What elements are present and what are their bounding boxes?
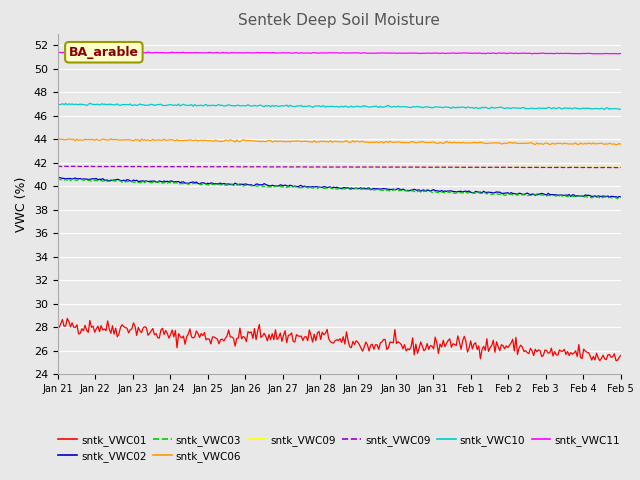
sntk_VWC09 — [612, 164, 620, 170]
sntk_VWC11 — [54, 50, 61, 56]
sntk_VWC09 — [595, 165, 602, 170]
sntk_VWC01 — [612, 358, 620, 363]
sntk_VWC10 — [315, 103, 323, 108]
sntk_VWC09 — [356, 164, 364, 170]
sntk_VWC10 — [205, 102, 213, 108]
sntk_VWC03 — [205, 182, 213, 188]
sntk_VWC06 — [54, 137, 61, 143]
sntk_VWC03 — [614, 196, 621, 202]
Line: sntk_VWC03: sntk_VWC03 — [58, 179, 621, 199]
sntk_VWC10 — [612, 106, 620, 111]
sntk_VWC03 — [356, 187, 364, 192]
sntk_VWC10 — [617, 106, 625, 112]
sntk_VWC09 — [596, 165, 604, 170]
sntk_VWC09 — [314, 165, 321, 170]
sntk_VWC03 — [315, 184, 323, 190]
sntk_VWC09 — [388, 164, 396, 170]
sntk_VWC11 — [617, 51, 625, 57]
sntk_VWC09 — [79, 164, 87, 169]
sntk_VWC09 — [617, 165, 625, 170]
sntk_VWC02 — [611, 194, 618, 200]
sntk_VWC11 — [614, 51, 621, 57]
sntk_VWC01 — [315, 328, 323, 334]
Legend: sntk_VWC01, sntk_VWC02, sntk_VWC03, sntk_VWC06, sntk_VWC09, sntk_VWC09, sntk_VWC: sntk_VWC01, sntk_VWC02, sntk_VWC03, sntk… — [54, 431, 624, 466]
sntk_VWC06 — [315, 139, 323, 145]
Y-axis label: VWC (%): VWC (%) — [15, 176, 28, 232]
sntk_VWC02 — [614, 194, 621, 200]
sntk_VWC03 — [54, 177, 61, 182]
sntk_VWC09 — [54, 164, 61, 169]
sntk_VWC02 — [54, 175, 61, 181]
Line: sntk_VWC09: sntk_VWC09 — [58, 167, 621, 168]
sntk_VWC02 — [356, 186, 364, 192]
sntk_VWC06 — [596, 140, 604, 146]
sntk_VWC09 — [315, 164, 323, 170]
Line: sntk_VWC01: sntk_VWC01 — [58, 318, 621, 360]
sntk_VWC10 — [86, 100, 93, 106]
sntk_VWC03 — [617, 194, 625, 200]
sntk_VWC11 — [356, 50, 364, 56]
sntk_VWC06 — [612, 142, 620, 147]
Line: sntk_VWC11: sntk_VWC11 — [58, 52, 621, 54]
sntk_VWC01 — [356, 342, 364, 348]
sntk_VWC06 — [546, 142, 554, 147]
sntk_VWC03 — [595, 194, 602, 200]
sntk_VWC09 — [617, 164, 625, 170]
sntk_VWC09 — [354, 165, 362, 170]
sntk_VWC01 — [596, 358, 604, 363]
sntk_VWC06 — [205, 138, 213, 144]
sntk_VWC01 — [595, 355, 602, 361]
Text: BA_arable: BA_arable — [69, 46, 139, 59]
sntk_VWC01 — [617, 352, 625, 358]
sntk_VWC09 — [401, 164, 408, 170]
Line: sntk_VWC10: sntk_VWC10 — [58, 103, 621, 109]
sntk_VWC01 — [205, 336, 213, 342]
sntk_VWC06 — [107, 136, 115, 142]
Line: sntk_VWC06: sntk_VWC06 — [58, 139, 621, 144]
sntk_VWC09 — [611, 165, 618, 170]
sntk_VWC01 — [54, 323, 61, 328]
sntk_VWC09 — [54, 165, 61, 170]
Line: sntk_VWC02: sntk_VWC02 — [58, 178, 621, 197]
sntk_VWC01 — [388, 339, 396, 345]
sntk_VWC10 — [388, 104, 396, 110]
sntk_VWC10 — [601, 107, 609, 112]
sntk_VWC11 — [611, 51, 618, 57]
sntk_VWC02 — [595, 193, 602, 199]
sntk_VWC03 — [388, 187, 396, 193]
sntk_VWC09 — [204, 165, 211, 170]
sntk_VWC02 — [315, 184, 323, 190]
sntk_VWC09 — [388, 164, 396, 170]
sntk_VWC11 — [595, 51, 602, 57]
sntk_VWC02 — [388, 187, 396, 192]
sntk_VWC06 — [388, 139, 396, 145]
sntk_VWC09 — [362, 165, 370, 170]
sntk_VWC01 — [63, 315, 71, 321]
Title: Sentek Deep Soil Moisture: Sentek Deep Soil Moisture — [238, 13, 440, 28]
sntk_VWC02 — [205, 181, 213, 187]
sntk_VWC09 — [615, 165, 623, 170]
sntk_VWC11 — [315, 50, 323, 56]
sntk_VWC03 — [65, 176, 73, 182]
sntk_VWC03 — [611, 194, 618, 200]
sntk_VWC06 — [356, 139, 364, 145]
sntk_VWC10 — [54, 101, 61, 107]
sntk_VWC11 — [205, 49, 213, 55]
sntk_VWC02 — [617, 194, 625, 200]
sntk_VWC10 — [356, 104, 364, 109]
sntk_VWC10 — [595, 106, 602, 112]
sntk_VWC11 — [388, 50, 396, 56]
sntk_VWC11 — [88, 49, 95, 55]
sntk_VWC06 — [617, 142, 625, 147]
sntk_VWC09 — [205, 164, 213, 169]
sntk_VWC02 — [56, 175, 63, 180]
